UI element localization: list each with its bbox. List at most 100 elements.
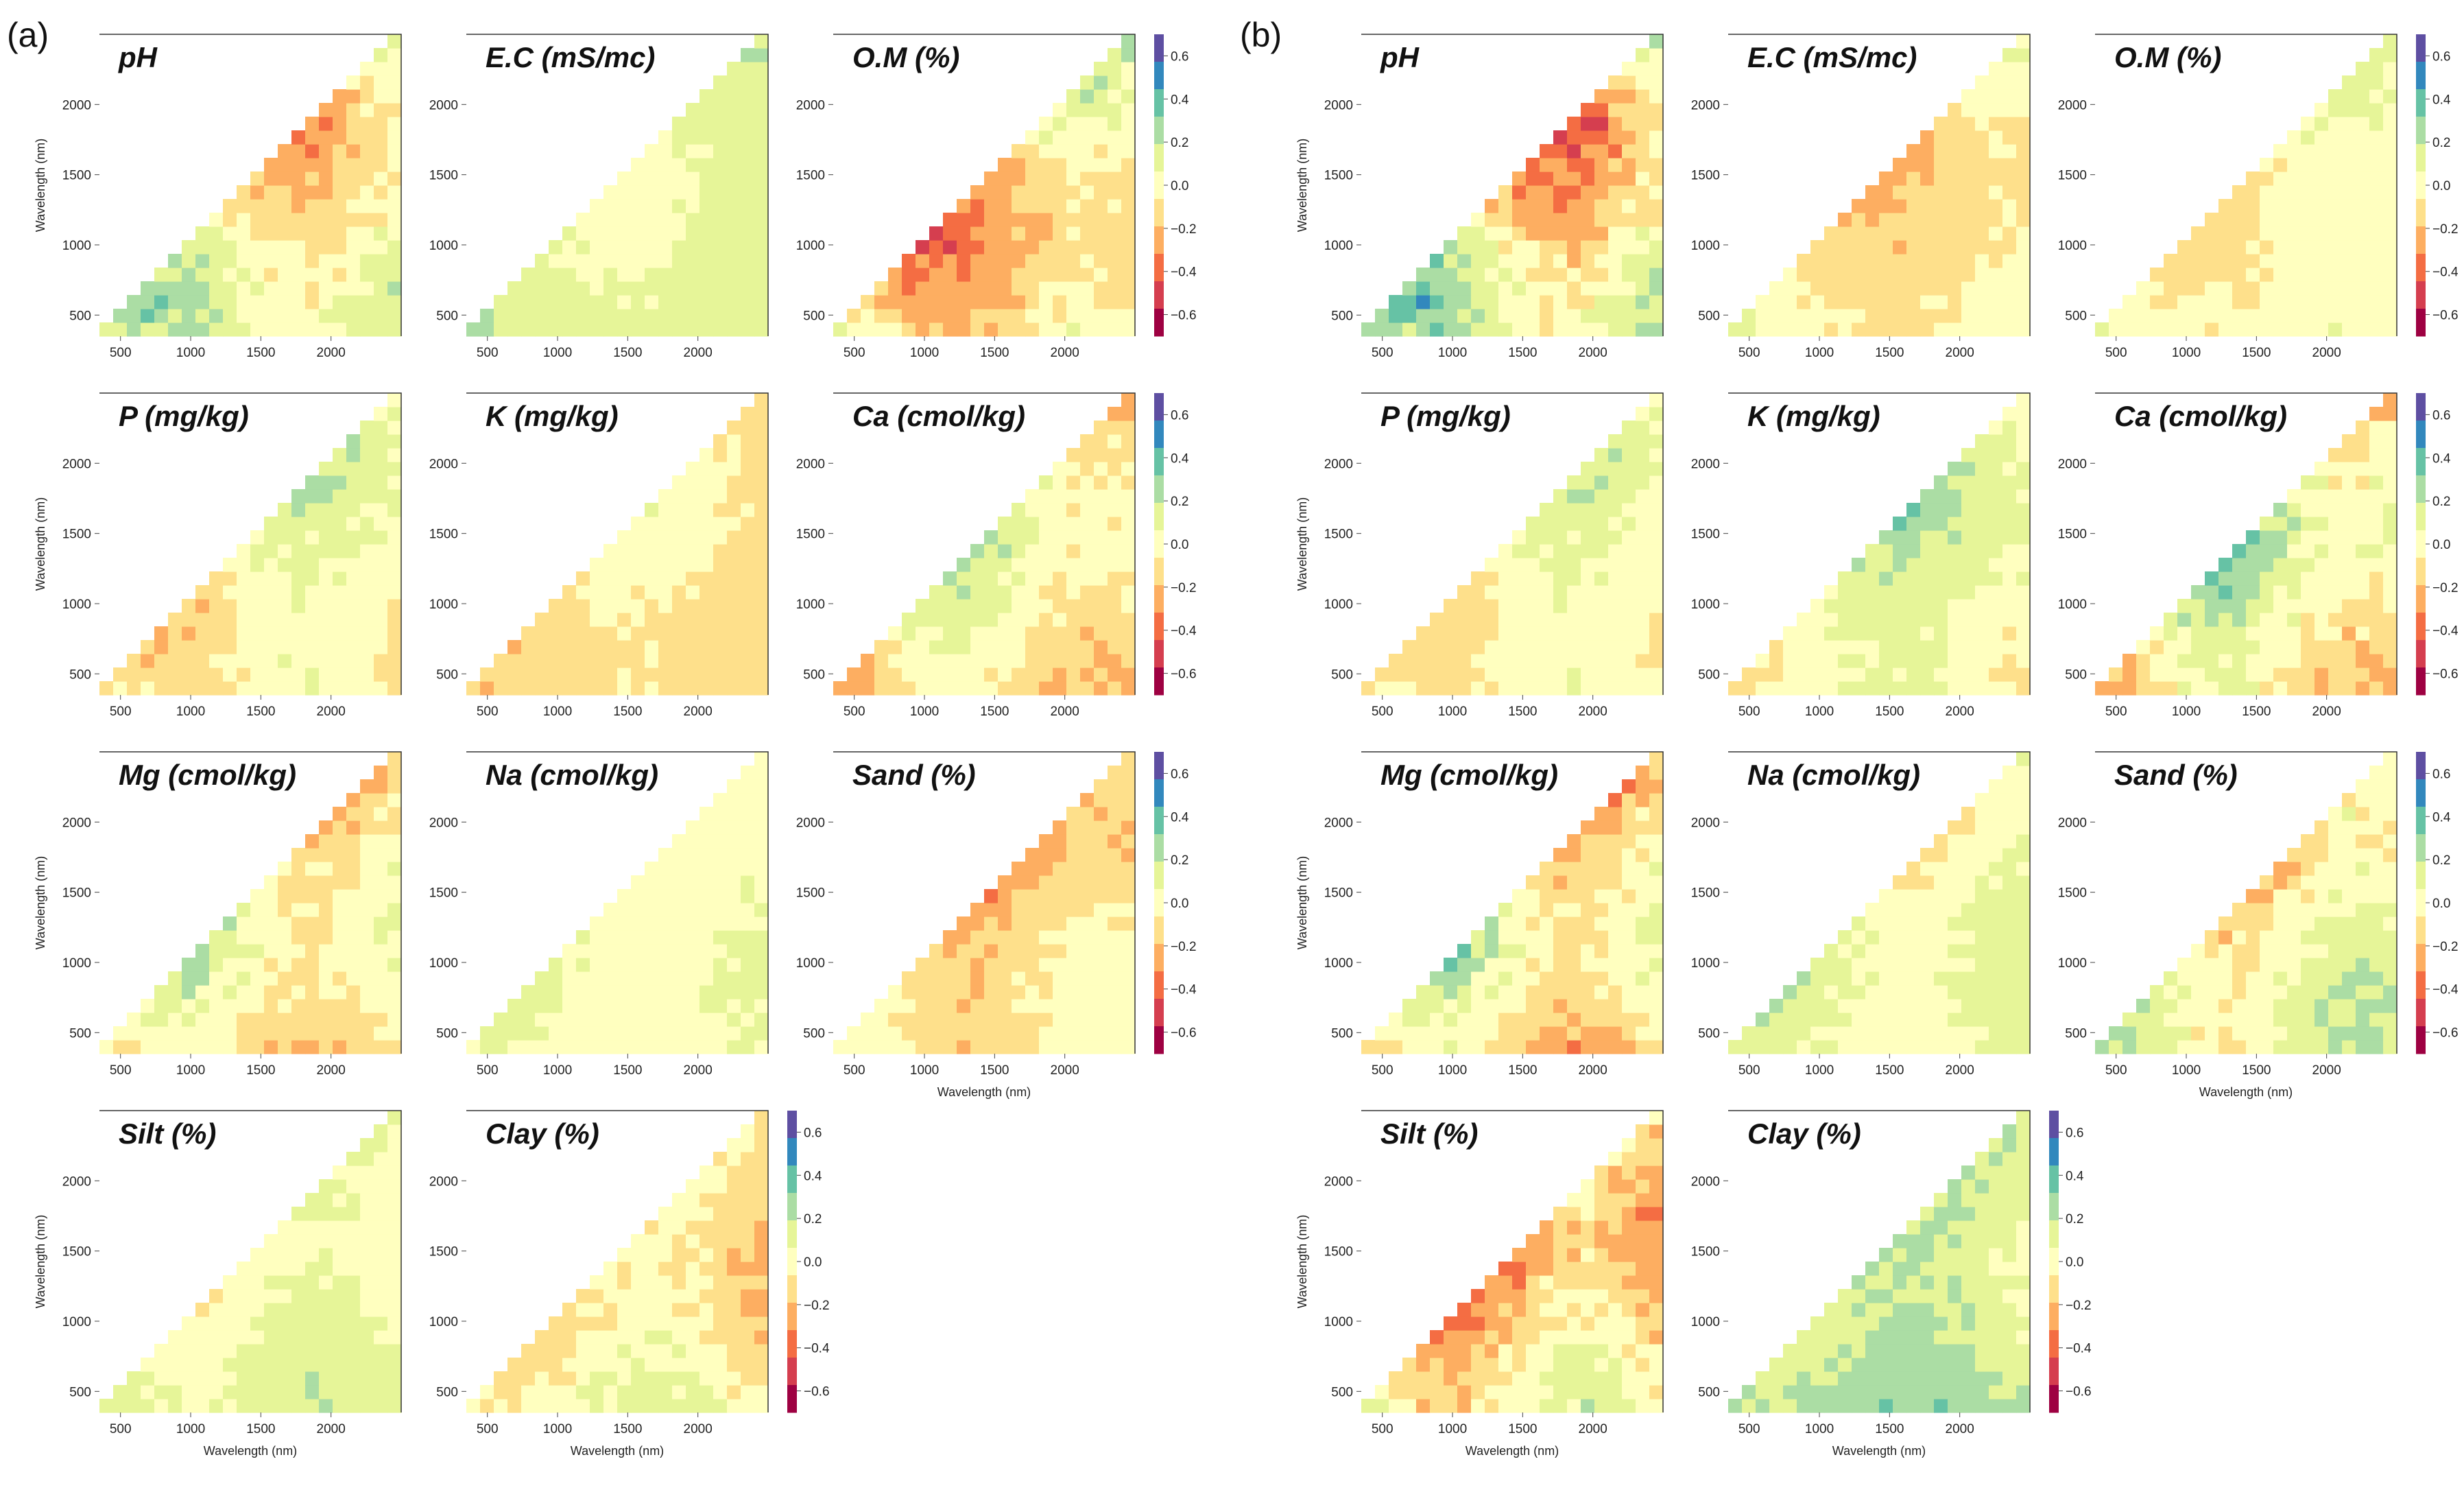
heatmap-cell <box>672 916 686 931</box>
heatmap-cell <box>754 1165 769 1180</box>
heatmap-cell <box>291 558 306 572</box>
heatmap-cell <box>154 1399 169 1413</box>
heatmap-cell <box>305 489 320 504</box>
heatmap-cell <box>549 309 563 323</box>
heatmap-cell <box>1121 407 1136 421</box>
heatmap-cell <box>1553 199 1568 213</box>
heatmap-cell <box>1975 462 1989 476</box>
heatmap-cell <box>168 254 182 268</box>
heatmap-cell <box>1540 640 1554 654</box>
heatmap-cell <box>2002 667 2017 682</box>
heatmap-cell <box>2002 62 2017 76</box>
heatmap-cell <box>291 640 306 654</box>
heatmap-cell <box>1567 875 1581 890</box>
heatmap-cell <box>2328 213 2343 227</box>
heatmap-cell <box>645 1344 659 1358</box>
heatmap-cell <box>1581 999 1595 1013</box>
heatmap-cell <box>1622 421 1636 435</box>
heatmap-cell <box>346 958 361 972</box>
heatmap-cell <box>346 585 361 600</box>
heatmap-cell <box>387 944 402 958</box>
heatmap-cell <box>2109 322 2123 337</box>
heatmap-cell <box>1989 89 2003 104</box>
heatmap-cell <box>374 240 388 255</box>
heatmap-cell <box>168 640 182 654</box>
y-tick-label: 1500 <box>2058 169 2087 183</box>
heatmap-cell <box>360 158 374 172</box>
heatmap-cell <box>686 171 700 186</box>
heatmap-cell <box>1742 309 1756 323</box>
heatmap-cell <box>713 89 728 104</box>
heatmap-cell <box>1416 281 1431 296</box>
heatmap-cell <box>319 295 333 309</box>
heatmap-cell <box>2369 199 2384 213</box>
heatmap-cell <box>2016 103 2031 117</box>
heatmap-cell <box>645 1316 659 1331</box>
heatmap-cell <box>374 48 388 62</box>
heatmap-cell <box>1879 295 1893 309</box>
heatmap-cell <box>1108 558 1122 572</box>
heatmap-cell <box>1526 1040 1540 1054</box>
heatmap-cell <box>727 958 741 972</box>
heatmap-cell <box>333 462 347 476</box>
heatmap-cell <box>360 1152 374 1166</box>
heatmap-cell <box>374 130 388 145</box>
heatmap-cell <box>1039 585 1053 600</box>
heatmap-cell <box>2016 517 2031 531</box>
heatmap-cell <box>2260 199 2274 213</box>
heatmap-cell <box>741 226 755 241</box>
heatmap-cell <box>360 117 374 131</box>
heatmap-cell <box>741 1040 755 1054</box>
heatmap-cell <box>549 295 563 309</box>
heatmap-cell <box>387 820 402 835</box>
heatmap-cell <box>480 322 494 337</box>
heatmap-cell <box>1012 613 1026 627</box>
heatmap-cell <box>1567 226 1581 241</box>
heatmap-cell <box>2002 130 2017 145</box>
heatmap-cell <box>1608 158 1623 172</box>
heatmap-cell <box>99 1040 114 1054</box>
heatmap-cell <box>1975 281 1989 296</box>
heatmap-cell <box>1066 1013 1081 1027</box>
heatmap-cell <box>2328 117 2343 131</box>
heatmap-cell <box>1879 613 1893 627</box>
heatmap-cell <box>970 185 985 200</box>
heatmap-cell <box>305 171 320 186</box>
heatmap-cell <box>223 1358 237 1372</box>
heatmap-cell <box>1961 681 1976 696</box>
heatmap-cell <box>387 793 402 807</box>
heatmap-cell <box>1053 640 1067 654</box>
heatmap-cell <box>1622 434 1636 449</box>
heatmap-cell <box>741 571 755 586</box>
y-tick-label: 1000 <box>1324 597 1353 612</box>
heatmap-cell <box>1121 916 1136 931</box>
heatmap-cell <box>1121 295 1136 309</box>
heatmap-cell <box>1053 213 1067 227</box>
heatmap-cell <box>1066 268 1081 282</box>
heatmap-cell <box>291 1303 306 1317</box>
heatmap-cell <box>2002 475 2017 490</box>
heatmap-cell <box>741 322 755 337</box>
x-tick-label: 1500 <box>246 1422 275 1436</box>
heatmap-cell <box>305 268 320 282</box>
x-axis: 500 1000 1500 2000 <box>844 336 1079 360</box>
heatmap-cell <box>1108 185 1122 200</box>
heatmap-cell <box>535 681 549 696</box>
heatmap-cell <box>346 599 361 613</box>
heatmap-cell <box>1526 517 1540 531</box>
heatmap-cell <box>346 434 361 449</box>
heatmap-cell <box>223 971 237 986</box>
heatmap-cell <box>278 240 292 255</box>
heatmap-cell <box>741 530 755 545</box>
heatmap-cell <box>1852 309 1866 323</box>
heatmap-cell <box>346 117 361 131</box>
heatmap-cell <box>672 1358 686 1372</box>
heatmap-cell <box>1540 1040 1554 1054</box>
heatmap-cell <box>2328 654 2343 668</box>
heatmap-cell <box>847 322 861 337</box>
heatmap-cell <box>603 613 618 627</box>
y-tick-label: 500 <box>1331 309 1353 323</box>
heatmap-cell <box>562 1040 577 1054</box>
